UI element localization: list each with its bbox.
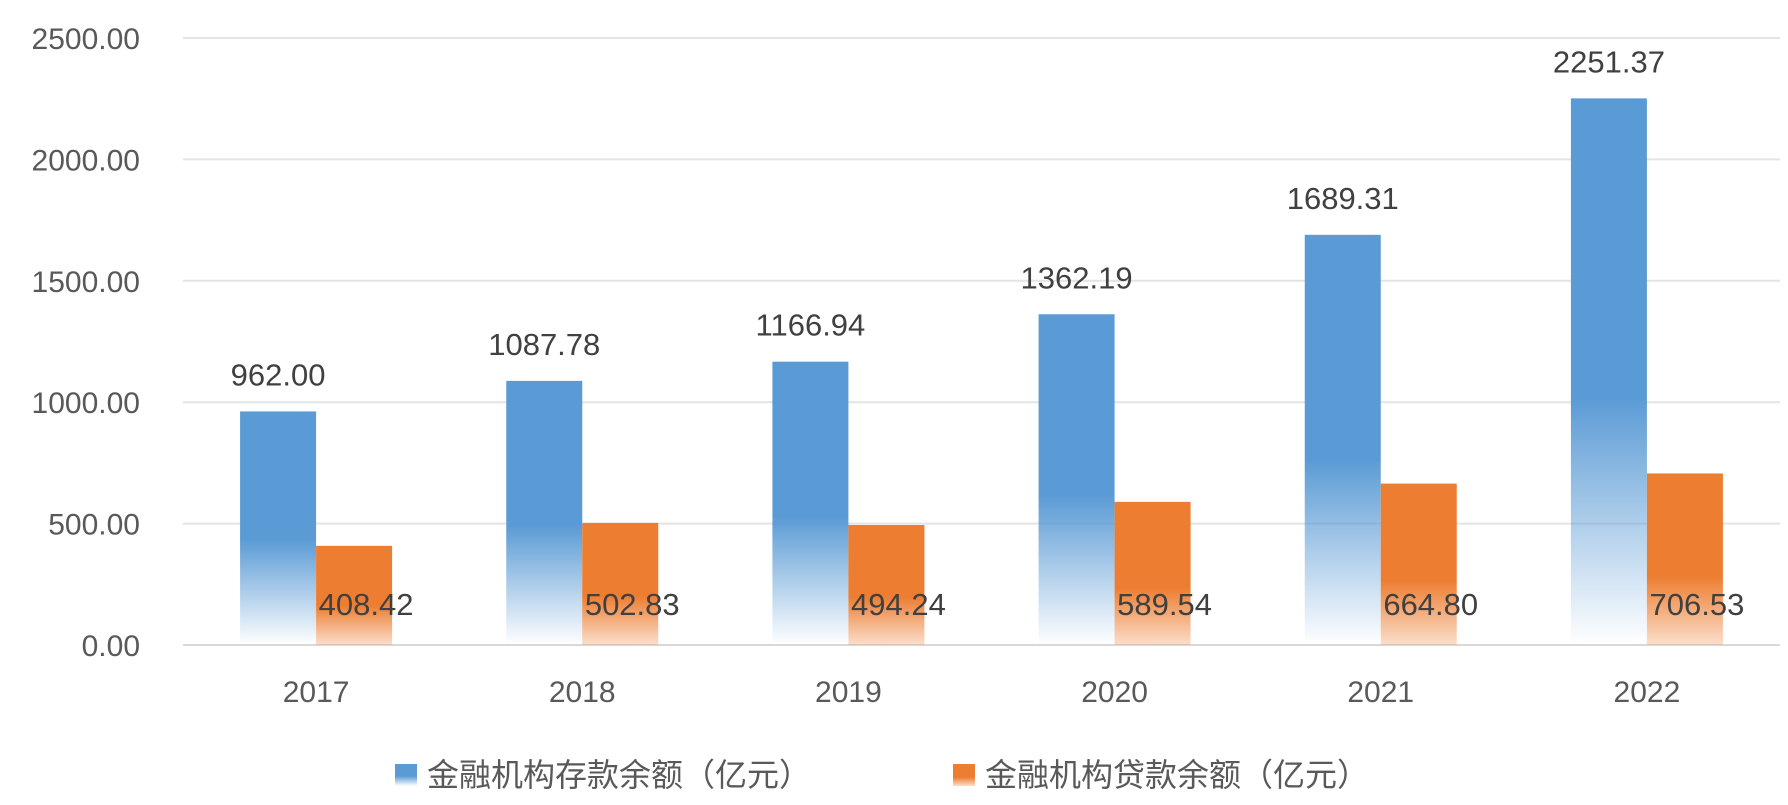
legend-swatch	[953, 764, 975, 786]
y-tick-label: 2000.00	[32, 144, 140, 177]
bar-loan	[848, 524, 925, 645]
bar-deposit	[772, 361, 849, 645]
data-labels: 962.00 408.42 1087.78 502.83 1166.94 494.24 13…	[231, 44, 1745, 622]
x-tick-label: 2021	[1347, 676, 1414, 709]
bar-deposit	[506, 380, 583, 645]
x-axis-ticks: 2017 2018 2019 2020 2021 2022	[283, 676, 1681, 709]
bar-loan	[316, 545, 393, 645]
x-tick-label: 2019	[815, 676, 882, 709]
legend-label: 金融机构存款余额（亿元）	[427, 756, 811, 794]
y-tick-label: 500.00	[48, 509, 140, 542]
bar-loan	[582, 522, 659, 645]
data-label-loan: 706.53	[1650, 587, 1745, 622]
y-axis-ticks: 0.00 500.00 1000.00 1500.00 2000.00 2500.00	[32, 23, 140, 663]
data-label-loan: 408.42	[319, 587, 414, 622]
data-label-deposit: 1166.94	[756, 308, 866, 343]
bar-deposit	[240, 411, 317, 645]
x-tick-label: 2020	[1081, 676, 1148, 709]
data-label-deposit: 962.00	[231, 357, 326, 392]
data-label-deposit: 2251.37	[1553, 44, 1665, 79]
data-label-deposit: 1087.78	[488, 327, 600, 362]
legend-swatch	[395, 764, 417, 786]
data-label-loan: 589.54	[1117, 587, 1212, 622]
data-label-loan: 502.83	[585, 587, 680, 622]
bar-loan	[1646, 473, 1723, 645]
bar-deposit	[1038, 314, 1115, 645]
x-tick-label: 2017	[283, 676, 350, 709]
x-tick-label: 2022	[1614, 676, 1681, 709]
legend: 金融机构存款余额（亿元） 金融机构贷款余额（亿元）	[395, 756, 1369, 794]
data-label-deposit: 1689.31	[1287, 181, 1399, 216]
bar-loan	[1114, 501, 1191, 645]
y-tick-label: 2500.00	[32, 23, 140, 56]
bar-deposit	[1570, 98, 1647, 645]
data-label-loan: 664.80	[1383, 587, 1478, 622]
y-tick-label: 1000.00	[32, 387, 140, 420]
gridlines	[183, 37, 1780, 646]
y-tick-label: 1500.00	[32, 266, 140, 299]
legend-label: 金融机构贷款余额（亿元）	[985, 756, 1369, 794]
bar-loan	[1380, 483, 1457, 645]
y-tick-label: 0.00	[82, 630, 140, 663]
bar-deposit	[1304, 234, 1381, 646]
data-label-loan: 494.24	[851, 587, 946, 622]
bars	[240, 98, 1723, 646]
x-tick-label: 2018	[549, 676, 616, 709]
data-label-deposit: 1362.19	[1021, 260, 1133, 295]
